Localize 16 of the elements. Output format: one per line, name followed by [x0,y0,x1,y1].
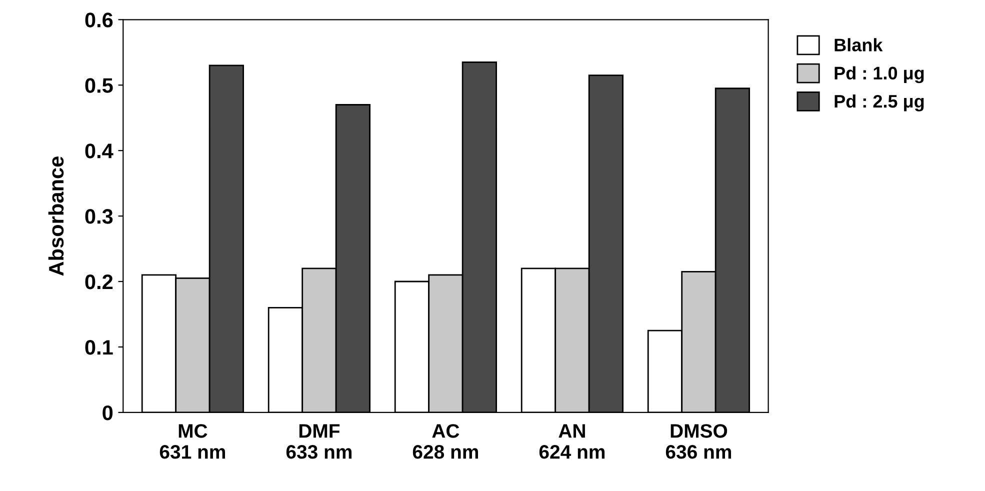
x-tick-label: DMSO 636 nm [666,424,732,459]
y-tick-label: 0.4 [85,144,114,158]
x-tick-label: MC 631 nm [160,424,226,459]
y-tick-label: 0.5 [85,78,113,93]
legend-label: Pd : 1.0 μg [834,66,924,84]
y-tick-label: 0 [102,405,113,420]
legend-label: Blank [834,38,883,52]
legend-label: Pd : 2.5 μg [834,94,924,112]
y-axis-title: Absorbance [48,156,64,276]
x-tick-label: DMF 633 nm [286,424,352,459]
y-tick-label: 0.3 [85,209,113,224]
x-tick-label: AN 624 nm [539,424,605,459]
y-tick-label: 0.1 [85,340,113,355]
x-tick-label: AC 628 nm [412,424,478,459]
y-tick-label: 0.2 [85,274,113,290]
y-tick-label: 0.6 [85,12,113,28]
